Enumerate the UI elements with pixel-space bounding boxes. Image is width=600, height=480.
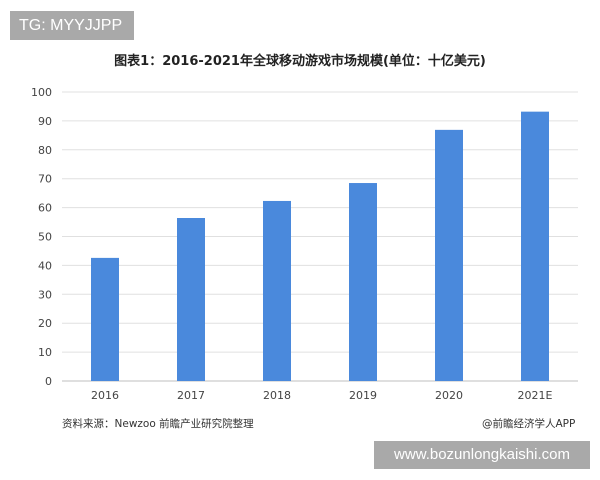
brand-note: @前瞻经济学人APP (482, 418, 576, 430)
y-tick-label: 50 (38, 231, 52, 244)
y-tick-label: 30 (38, 288, 52, 301)
source-note: 资料来源：Newzoo 前瞻产业研究院整理 (62, 418, 254, 430)
x-tick-label: 2017 (177, 389, 205, 402)
y-tick-label: 40 (38, 259, 52, 272)
x-tick-label: 2020 (435, 389, 463, 402)
chart-title: 图表1：2016-2021年全球移动游戏市场规模(单位：十亿美元) (114, 54, 486, 69)
y-tick-label: 20 (38, 317, 52, 330)
x-tick-label: 2016 (91, 389, 119, 402)
y-tick-label: 10 (38, 346, 52, 359)
y-tick-label: 90 (38, 115, 52, 128)
bar-2018 (263, 200, 291, 381)
bar-2021E (521, 111, 549, 381)
x-tick-label: 2019 (349, 389, 377, 402)
bar-2016 (91, 257, 119, 381)
y-tick-label: 60 (38, 202, 52, 215)
y-tick-label: 80 (38, 144, 52, 157)
y-tick-label: 70 (38, 173, 52, 186)
bar-2019 (349, 183, 377, 381)
tg-badge: TG: MYYJJPP (10, 11, 134, 40)
y-tick-label: 100 (31, 86, 52, 99)
bar-2020 (435, 129, 463, 381)
x-tick-label: 2018 (263, 389, 291, 402)
url-badge: www.bozunlongkaishi.com (374, 441, 590, 469)
x-tick-label: 2021E (518, 389, 553, 402)
y-tick-label: 0 (45, 375, 52, 388)
bar-2017 (177, 218, 205, 381)
